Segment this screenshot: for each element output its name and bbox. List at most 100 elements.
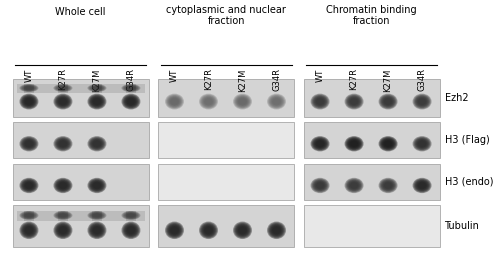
Ellipse shape bbox=[23, 85, 35, 91]
Ellipse shape bbox=[23, 96, 35, 107]
Ellipse shape bbox=[200, 223, 216, 238]
Ellipse shape bbox=[310, 136, 330, 151]
Ellipse shape bbox=[54, 94, 72, 109]
Ellipse shape bbox=[126, 86, 136, 90]
Ellipse shape bbox=[89, 223, 105, 238]
Ellipse shape bbox=[416, 139, 428, 149]
Ellipse shape bbox=[313, 138, 327, 149]
Ellipse shape bbox=[124, 224, 138, 237]
Ellipse shape bbox=[22, 138, 36, 149]
Ellipse shape bbox=[21, 85, 37, 91]
Ellipse shape bbox=[267, 94, 286, 110]
Ellipse shape bbox=[90, 138, 104, 149]
Ellipse shape bbox=[21, 223, 37, 238]
Ellipse shape bbox=[202, 225, 214, 236]
Ellipse shape bbox=[122, 94, 140, 109]
Ellipse shape bbox=[58, 97, 68, 106]
Ellipse shape bbox=[122, 94, 141, 110]
Ellipse shape bbox=[122, 211, 141, 220]
Ellipse shape bbox=[57, 85, 69, 91]
Ellipse shape bbox=[378, 136, 398, 151]
Ellipse shape bbox=[56, 138, 70, 149]
Ellipse shape bbox=[416, 181, 428, 190]
Ellipse shape bbox=[416, 181, 428, 190]
Text: WT: WT bbox=[170, 68, 179, 82]
Ellipse shape bbox=[348, 97, 360, 106]
Ellipse shape bbox=[312, 179, 328, 192]
FancyBboxPatch shape bbox=[58, 84, 68, 93]
FancyBboxPatch shape bbox=[158, 79, 294, 117]
Ellipse shape bbox=[270, 96, 282, 107]
Ellipse shape bbox=[22, 85, 36, 91]
Ellipse shape bbox=[412, 178, 432, 193]
Ellipse shape bbox=[166, 222, 183, 238]
Ellipse shape bbox=[57, 181, 69, 190]
Ellipse shape bbox=[314, 181, 326, 190]
Ellipse shape bbox=[54, 84, 72, 92]
Ellipse shape bbox=[312, 95, 328, 108]
Ellipse shape bbox=[418, 98, 426, 105]
Ellipse shape bbox=[55, 212, 71, 219]
FancyBboxPatch shape bbox=[158, 163, 294, 200]
FancyBboxPatch shape bbox=[126, 84, 136, 93]
Ellipse shape bbox=[268, 223, 284, 238]
Ellipse shape bbox=[346, 138, 362, 150]
Ellipse shape bbox=[57, 212, 69, 218]
Text: K27R: K27R bbox=[58, 68, 68, 90]
Ellipse shape bbox=[54, 136, 72, 151]
Ellipse shape bbox=[238, 226, 247, 234]
Ellipse shape bbox=[270, 224, 283, 237]
Ellipse shape bbox=[54, 211, 72, 219]
Ellipse shape bbox=[267, 222, 286, 239]
FancyBboxPatch shape bbox=[304, 79, 440, 117]
Ellipse shape bbox=[200, 94, 217, 109]
Text: cytoplasmic and nuclear
fraction: cytoplasmic and nuclear fraction bbox=[166, 5, 286, 26]
Ellipse shape bbox=[92, 140, 102, 148]
Ellipse shape bbox=[268, 94, 285, 109]
Ellipse shape bbox=[414, 138, 430, 150]
Text: G34R: G34R bbox=[126, 68, 136, 91]
Ellipse shape bbox=[382, 97, 394, 106]
Ellipse shape bbox=[122, 84, 140, 92]
Text: WT: WT bbox=[316, 68, 324, 82]
Ellipse shape bbox=[24, 213, 34, 218]
Ellipse shape bbox=[165, 94, 184, 110]
Ellipse shape bbox=[55, 95, 71, 108]
Text: K27R: K27R bbox=[204, 68, 213, 90]
Text: K27M: K27M bbox=[92, 68, 102, 92]
Ellipse shape bbox=[92, 181, 102, 190]
Ellipse shape bbox=[54, 94, 72, 110]
Ellipse shape bbox=[54, 137, 72, 151]
Ellipse shape bbox=[20, 84, 38, 92]
Ellipse shape bbox=[233, 222, 252, 239]
Ellipse shape bbox=[91, 85, 103, 91]
Ellipse shape bbox=[203, 225, 214, 235]
Ellipse shape bbox=[89, 85, 105, 91]
Ellipse shape bbox=[22, 224, 36, 237]
Ellipse shape bbox=[91, 96, 103, 107]
Ellipse shape bbox=[202, 96, 214, 107]
Ellipse shape bbox=[378, 178, 398, 193]
Text: WT: WT bbox=[24, 68, 34, 82]
Ellipse shape bbox=[89, 212, 105, 219]
Ellipse shape bbox=[92, 139, 102, 148]
Ellipse shape bbox=[58, 86, 68, 90]
Ellipse shape bbox=[123, 212, 139, 219]
Ellipse shape bbox=[314, 181, 326, 190]
Ellipse shape bbox=[312, 138, 328, 150]
Ellipse shape bbox=[414, 94, 431, 109]
Ellipse shape bbox=[347, 96, 361, 107]
Ellipse shape bbox=[348, 96, 360, 107]
Ellipse shape bbox=[22, 212, 36, 219]
Ellipse shape bbox=[350, 182, 358, 189]
Ellipse shape bbox=[416, 96, 428, 107]
Ellipse shape bbox=[380, 94, 397, 109]
Ellipse shape bbox=[90, 224, 104, 237]
Ellipse shape bbox=[125, 225, 137, 236]
FancyBboxPatch shape bbox=[158, 205, 294, 247]
Ellipse shape bbox=[58, 181, 68, 190]
Ellipse shape bbox=[57, 225, 69, 236]
Ellipse shape bbox=[24, 97, 34, 106]
Ellipse shape bbox=[237, 225, 248, 235]
Ellipse shape bbox=[91, 212, 103, 218]
